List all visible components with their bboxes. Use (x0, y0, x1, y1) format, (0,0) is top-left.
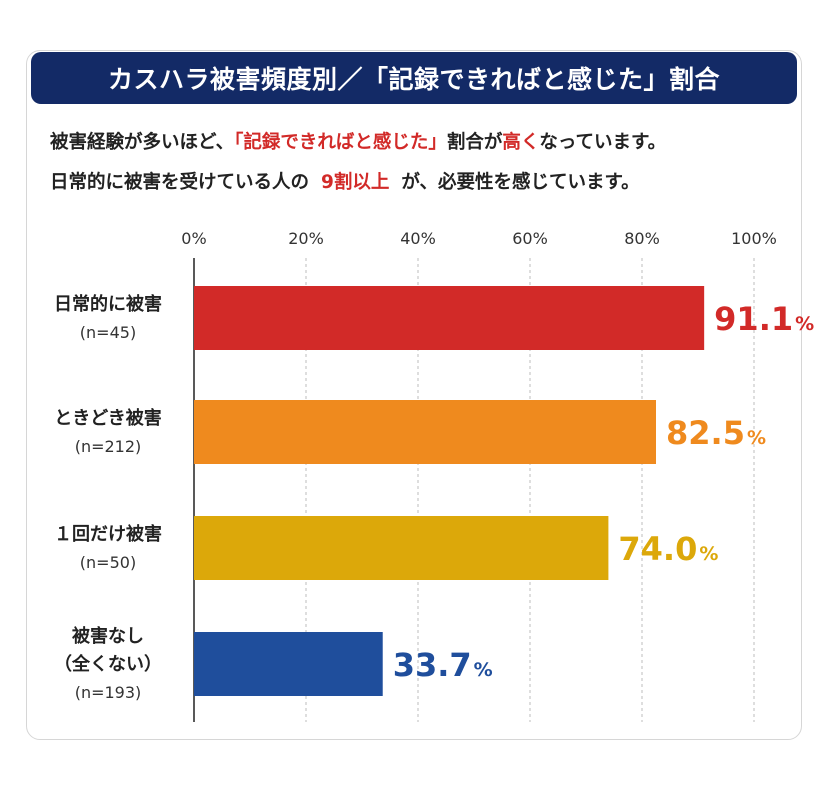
data-label-unit: % (795, 313, 814, 335)
category-label: ときどき被害 (54, 407, 161, 429)
bar (194, 286, 705, 350)
data-label-value: 91.1 (714, 300, 793, 338)
data-label-value: 82.5 (666, 414, 745, 452)
category-label: 被害なし (72, 625, 144, 647)
description-line-1: 被害経験が多いほど、「記録できればと感じた」割合が高くなっています。 (50, 128, 666, 154)
x-tick-label: 60% (512, 229, 548, 248)
description-line-2-suffix: が、必要性を感じています。 (401, 172, 640, 193)
data-label: 82.5% (666, 414, 766, 452)
category-sample-size: (n=193) (75, 683, 142, 702)
data-label-unit: % (747, 427, 766, 449)
category-sample-size: (n=212) (75, 437, 142, 456)
description-line-1-suffix: なっています。 (539, 132, 667, 153)
chart-title-banner: カスハラ被害頻度別／「記録できればと感じた」割合 (31, 52, 797, 104)
description-line-1-highlight-2: 高く (502, 132, 540, 153)
chart-title: カスハラ被害頻度別／「記録できればと感じた」割合 (107, 65, 720, 94)
bar (194, 400, 656, 464)
x-tick-label: 80% (624, 229, 660, 248)
x-tick-label: 100% (731, 229, 777, 248)
data-label-unit: % (699, 543, 718, 565)
category-sample-size: (n=45) (80, 323, 136, 342)
description-line-2: 日常的に被害を受けている人の 9割以上 が、必要性を感じています。 (50, 168, 640, 194)
data-label: 74.0% (618, 530, 718, 568)
description-line-2-prefix: 日常的に被害を受けている人の (50, 172, 310, 193)
data-label: 33.7% (393, 646, 493, 684)
x-tick-label: 0% (181, 229, 206, 248)
x-tick-label: 20% (288, 229, 324, 248)
category-sample-size: (n=50) (80, 553, 136, 572)
category-label: 日常的に被害 (54, 293, 162, 315)
x-tick-label: 40% (400, 229, 436, 248)
description-line-1-prefix: 被害経験が多いほど、 (50, 132, 235, 153)
bar (194, 516, 609, 580)
data-label-value: 33.7 (393, 646, 472, 684)
chart-card (26, 50, 802, 740)
data-label: 91.1% (714, 300, 814, 338)
description-line-1-middle: 割合が (446, 132, 503, 153)
description-line-2-highlight: 9割以上 (321, 172, 390, 193)
description-line-1-highlight-1: 「記録できればと感じた」 (234, 132, 447, 153)
category-label: （全くない） (54, 653, 162, 675)
data-label-unit: % (474, 659, 493, 681)
category-label: １回だけ被害 (54, 523, 162, 545)
data-label-value: 74.0 (618, 530, 697, 568)
bar (194, 632, 383, 696)
